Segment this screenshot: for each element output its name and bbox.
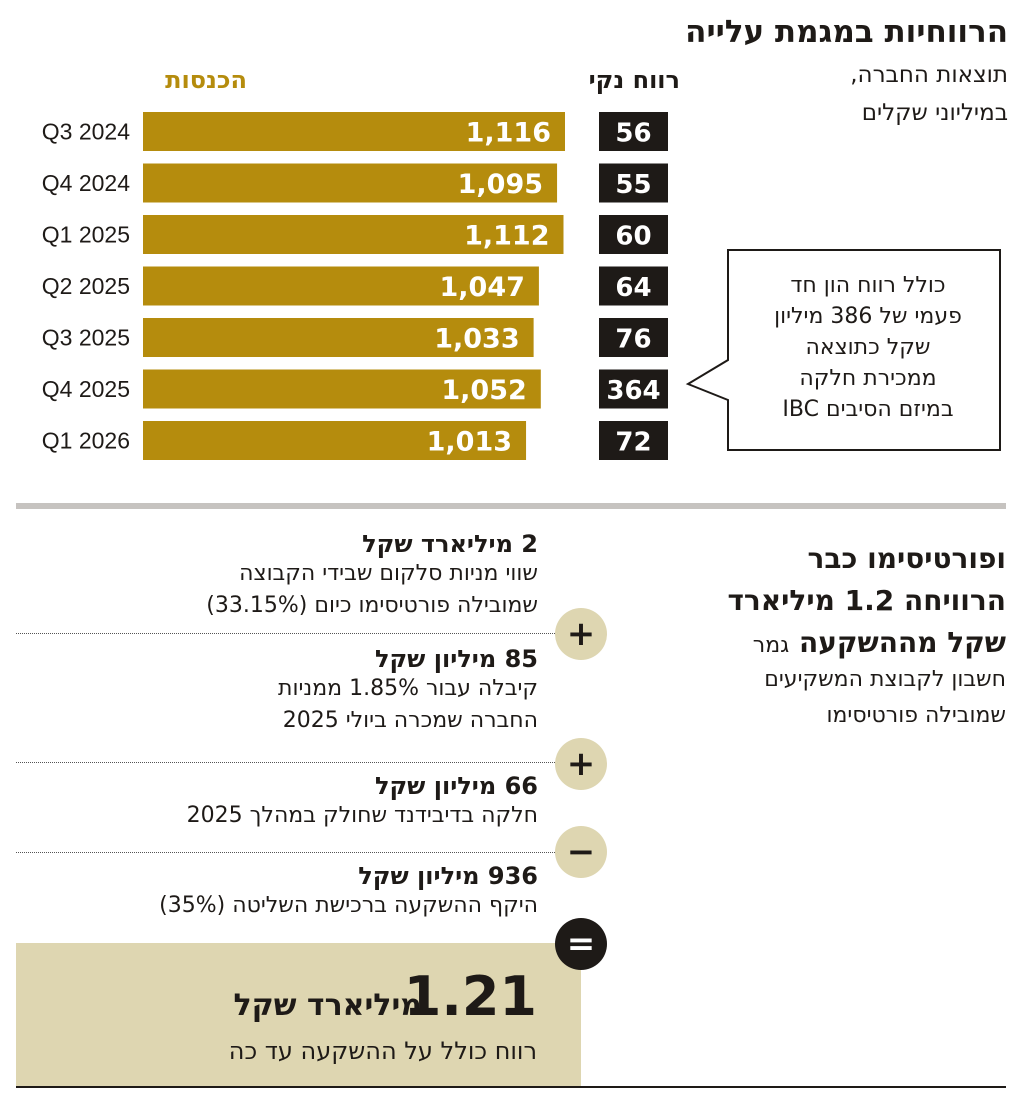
dotted-separator bbox=[16, 633, 581, 634]
net-profit-box bbox=[599, 215, 668, 254]
page-title: הרווחיות במגמת עלייה bbox=[685, 14, 1008, 50]
category-label: Q3 2024 bbox=[42, 119, 130, 145]
sub-line: חשבון לקבוצת המשקיעים bbox=[764, 667, 1006, 692]
callout-line: שקל כתוצאה bbox=[805, 335, 931, 360]
revenue-value-label: 1,095 bbox=[458, 169, 543, 200]
bottom-rule bbox=[16, 1086, 1006, 1088]
net-profit-box bbox=[599, 318, 668, 357]
revenue-bar bbox=[143, 421, 527, 460]
dotted-separator bbox=[16, 852, 581, 853]
sub-line: שמובילה פורטיסימו bbox=[826, 703, 1006, 728]
net-profit-box bbox=[599, 266, 668, 306]
net-profit-value-label: 56 bbox=[615, 119, 651, 149]
category-label: Q3 2025 bbox=[42, 325, 130, 351]
category-label: Q2 2025 bbox=[42, 273, 130, 299]
item-line: שמובילה פורטיסימו כיום (33.15%) bbox=[206, 593, 538, 618]
item-investment: 936 מיליון שקל היקף ההשקעה ברכישת השליטה… bbox=[18, 862, 538, 922]
revenue-value-label: 1,116 bbox=[466, 118, 551, 149]
total-unit: מיליארד שקל bbox=[233, 988, 423, 1023]
item-line: החברה שמכרה ביולי 2025 bbox=[282, 708, 538, 733]
headline-tail: גמר bbox=[752, 633, 790, 658]
net-profit-box bbox=[599, 369, 668, 409]
plus-icon: + bbox=[555, 738, 607, 790]
section-divider bbox=[16, 503, 1006, 509]
equals-icon: = bbox=[555, 918, 607, 970]
item-line: קיבלה עבור 1.85% ממניות bbox=[278, 676, 538, 701]
subtitle-line-1: תוצאות החברה, bbox=[850, 62, 1008, 88]
callout-line: כולל רווח הון חד bbox=[790, 273, 946, 298]
item-share-sale: 85 מיליון שקל קיבלה עבור 1.85% ממניות הח… bbox=[18, 645, 538, 737]
revenue-bar bbox=[143, 163, 558, 203]
callout-line: פעמי של 386 מיליון bbox=[774, 304, 962, 329]
item-title: 85 מיליון שקל bbox=[374, 645, 538, 673]
category-label: Q4 2025 bbox=[42, 376, 130, 402]
callout-text: כולל רווח הון חד פעמי של 386 מיליון שקל … bbox=[738, 270, 998, 425]
right-subtext: חשבון לקבוצת המשקיעים שמובילה פורטיסימו bbox=[706, 662, 1006, 734]
net-profit-value-label: 76 bbox=[615, 325, 651, 355]
item-title: 2 מיליארד שקל bbox=[362, 530, 538, 558]
headline-line: ופורטיסימו כבר bbox=[807, 542, 1006, 575]
callout-line: ממכירת חלקה bbox=[799, 366, 937, 391]
callout-bubble bbox=[685, 249, 1001, 451]
headline-line: שקל מההשקעה גמר bbox=[706, 622, 1006, 667]
total-number: 1.21 bbox=[403, 965, 537, 1028]
revenue-value-label: 1,033 bbox=[434, 324, 519, 355]
headline-line-bold: שקל מההשקעה bbox=[798, 626, 1006, 659]
item-line: חלקה בדיבידנד שחולק במהלך 2025 bbox=[186, 803, 538, 828]
net-profit-value-label: 64 bbox=[615, 273, 651, 303]
net-profit-box bbox=[599, 112, 668, 151]
minus-icon: − bbox=[555, 826, 607, 878]
total-description: רווח כולל על ההשקעה עד כה bbox=[228, 1037, 537, 1065]
net-profit-value-label: 364 bbox=[606, 376, 660, 406]
category-label: Q4 2024 bbox=[42, 170, 130, 196]
category-label: Q1 2026 bbox=[42, 428, 130, 454]
revenue-bar bbox=[143, 215, 564, 254]
net-profit-value-label: 55 bbox=[615, 170, 651, 200]
plus-icon: + bbox=[555, 608, 607, 660]
category-label: Q1 2025 bbox=[42, 222, 130, 248]
item-line: היקף ההשקעה ברכישת השליטה (35%) bbox=[159, 893, 538, 918]
item-dividend: 66 מיליון שקל חלקה בדיבידנד שחולק במהלך … bbox=[18, 772, 538, 832]
dotted-separator bbox=[16, 762, 581, 763]
total-box bbox=[16, 943, 581, 1088]
revenue-bar bbox=[143, 318, 534, 357]
net-profit-box bbox=[599, 163, 668, 203]
right-headline: ופורטיסימו כבר הרוויחה 1.2 מיליארד שקל מ… bbox=[706, 538, 1006, 667]
revenue-value-label: 1,112 bbox=[464, 221, 549, 252]
net-profit-legend-label: רווח נקי bbox=[588, 66, 680, 94]
item-line: שווי מניות סלקום שבידי הקבוצה bbox=[239, 561, 538, 586]
item-title: 936 מיליון שקל bbox=[358, 862, 538, 890]
revenue-legend-label: הכנסות bbox=[165, 66, 247, 94]
revenue-value-label: 1,047 bbox=[440, 272, 525, 303]
item-title: 66 מיליון שקל bbox=[374, 772, 538, 800]
revenue-bar bbox=[143, 112, 565, 151]
item-cellcom-value: 2 מיליארד שקל שווי מניות סלקום שבידי הקב… bbox=[18, 530, 538, 622]
net-profit-value-label: 60 bbox=[615, 222, 651, 252]
revenue-bar bbox=[143, 369, 541, 409]
net-profit-box bbox=[599, 421, 668, 460]
revenue-value-label: 1,013 bbox=[427, 427, 512, 458]
revenue-bar bbox=[143, 266, 539, 306]
net-profit-value-label: 72 bbox=[615, 428, 651, 458]
headline-line: הרוויחה 1.2 מיליארד bbox=[727, 584, 1006, 617]
revenue-net-profit-chart: Q3 2024 1,116 56 Q4 2024 1,095 55 Q1 2025 1,112… bbox=[42, 112, 668, 460]
callout-line: במיזם הסיבים IBC bbox=[782, 397, 954, 422]
subtitle-line-2: במיליוני שקלים bbox=[861, 100, 1008, 126]
revenue-value-label: 1,052 bbox=[441, 375, 526, 406]
